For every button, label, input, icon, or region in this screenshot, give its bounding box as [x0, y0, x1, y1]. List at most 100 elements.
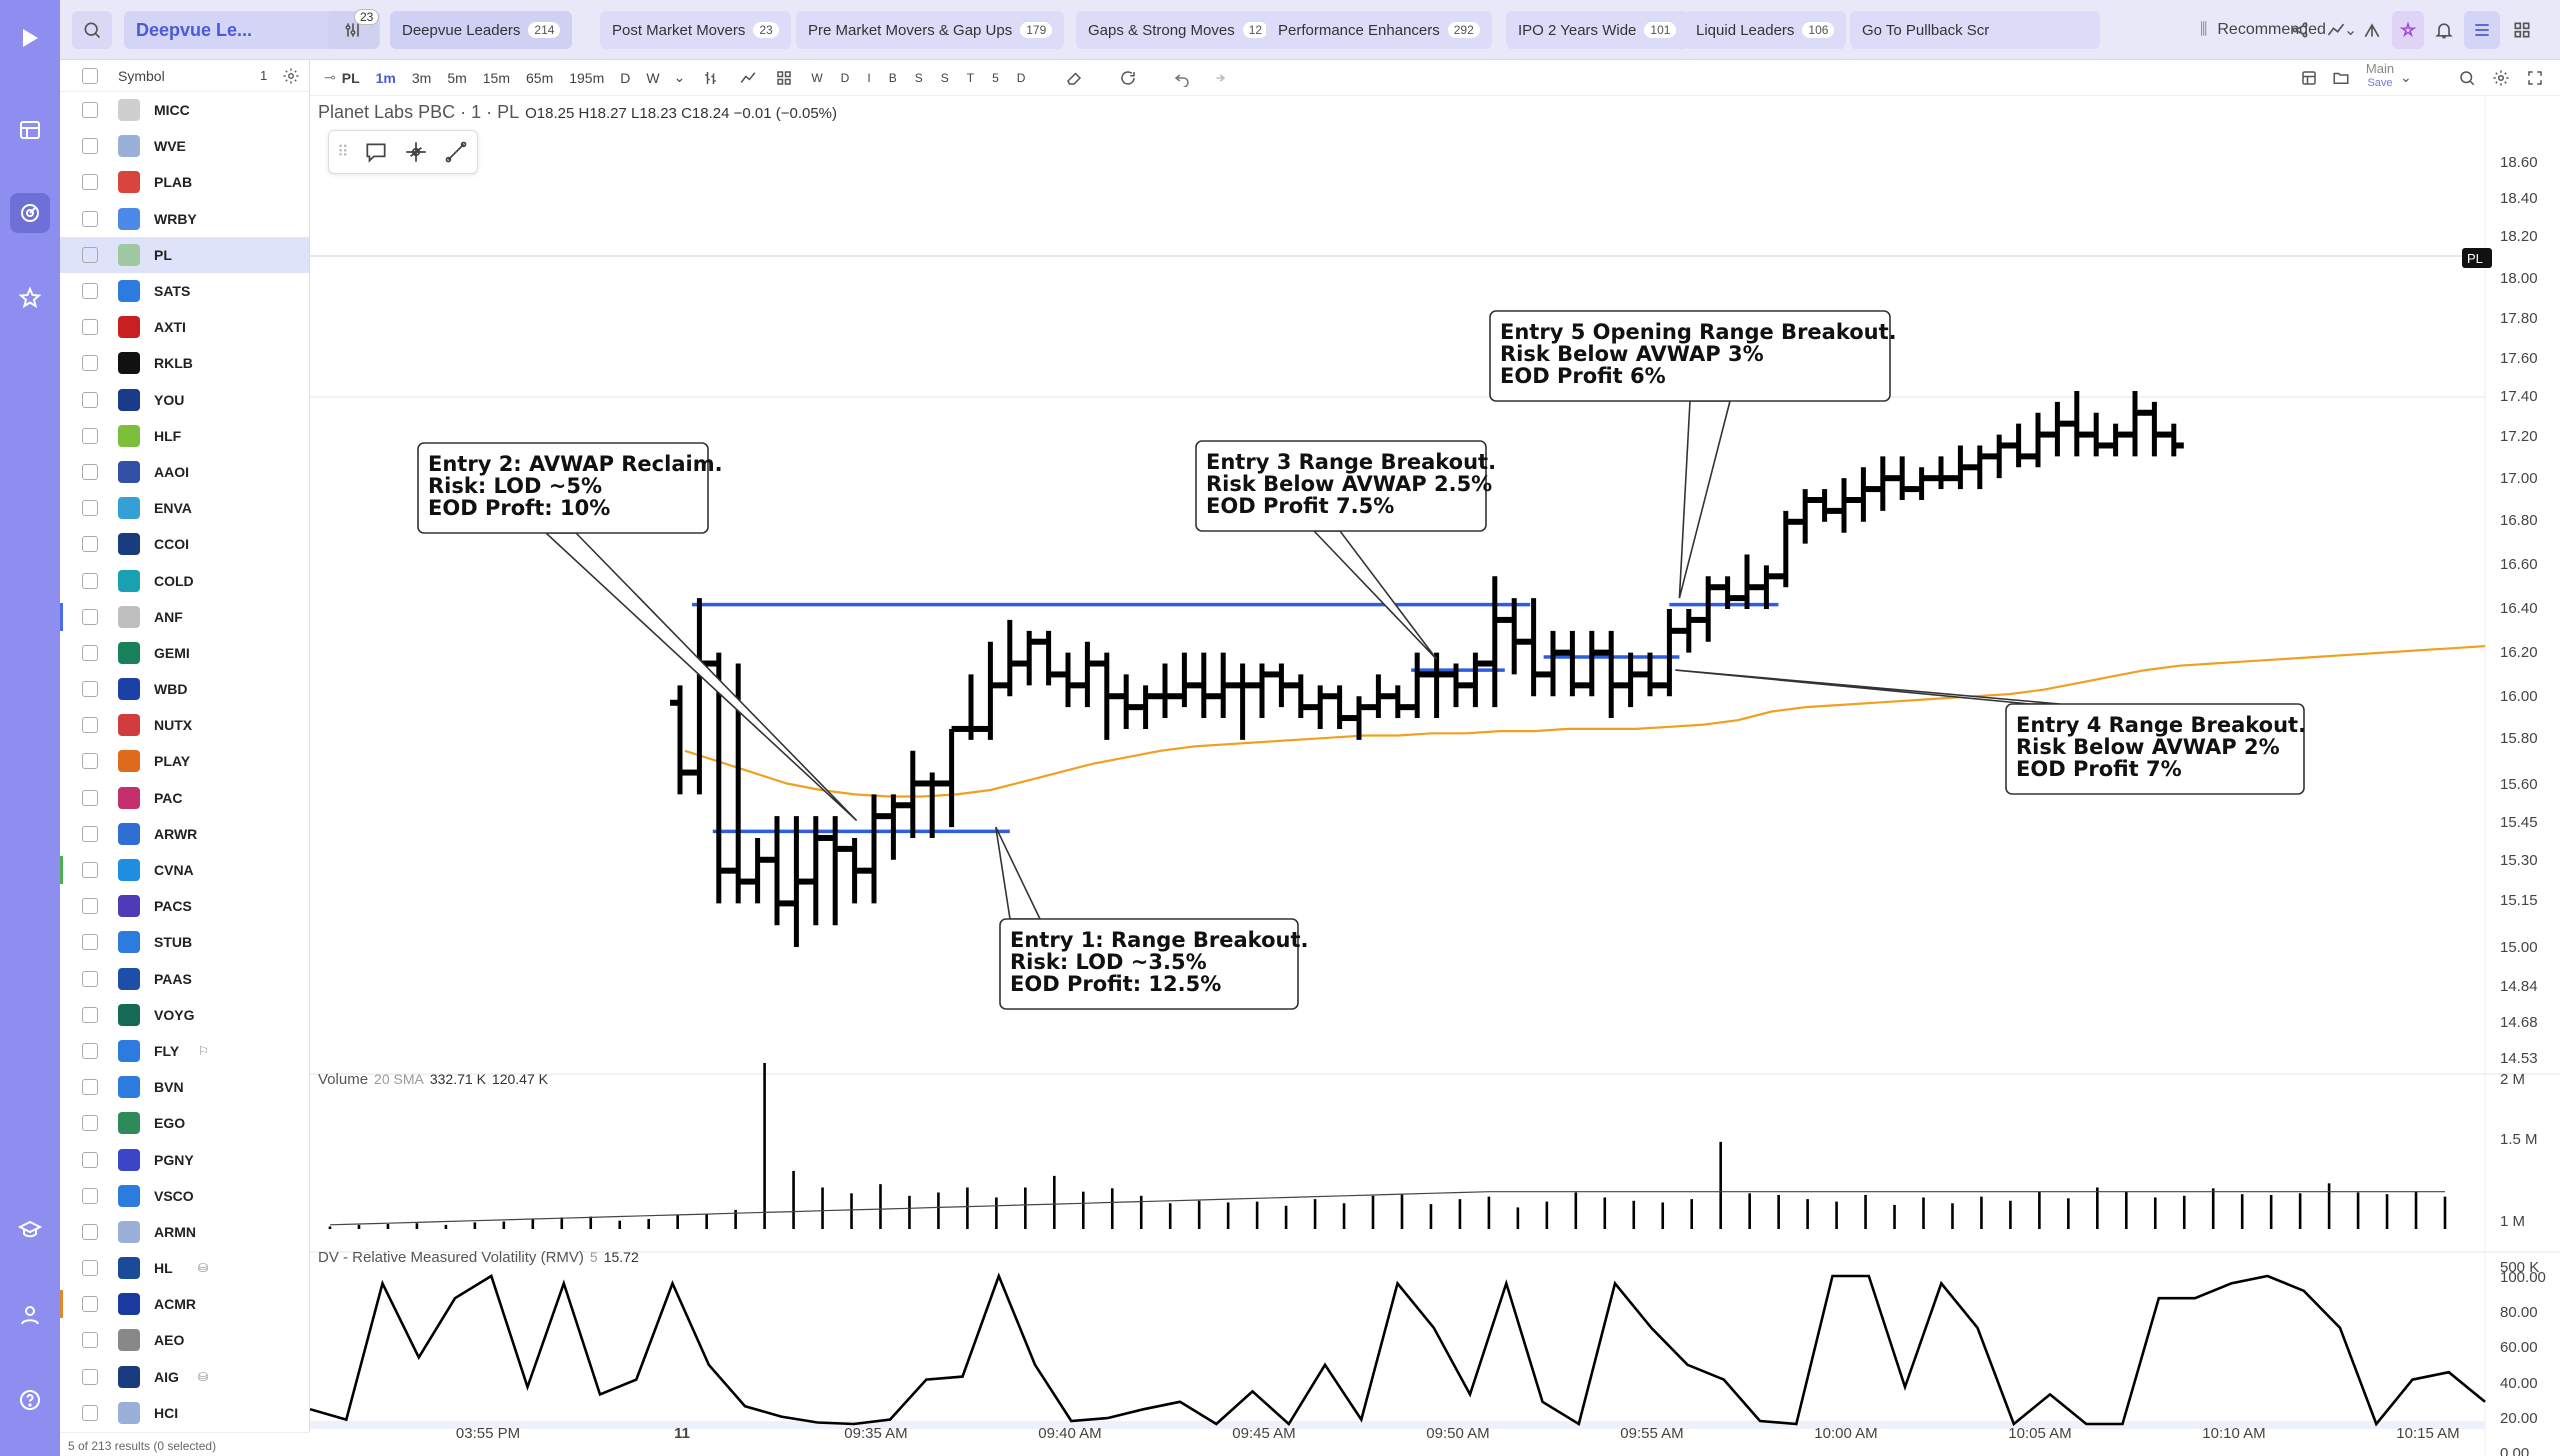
list-item-cold[interactable]: COLD	[60, 562, 309, 598]
timeframe-195m[interactable]: 195m	[569, 69, 605, 86]
chevron-down-icon[interactable]: ⌄	[2400, 69, 2412, 85]
list-item-aaoi[interactable]: AAOI	[60, 454, 309, 490]
redo-icon[interactable]	[1209, 69, 1227, 87]
list-item-plab[interactable]: PLAB	[60, 164, 309, 200]
list-item-armn[interactable]: ARMN	[60, 1214, 309, 1250]
list-item-wve[interactable]: WVE	[60, 128, 309, 164]
tab-ipo-2-years-wide[interactable]: IPO 2 Years Wide 101	[1506, 11, 1689, 49]
refresh-icon[interactable]	[1119, 69, 1137, 87]
list-item-ccoi[interactable]: CCOI	[60, 526, 309, 562]
list-item-ego[interactable]: EGO	[60, 1105, 309, 1141]
filter-toggle-2[interactable]: I	[867, 70, 871, 85]
list-item-pacs[interactable]: PACS	[60, 888, 309, 924]
row-checkbox[interactable]	[82, 1223, 98, 1240]
undo-icon[interactable]	[1173, 69, 1191, 87]
gear-icon[interactable]	[2492, 69, 2510, 87]
timeframe-d[interactable]: D	[620, 69, 631, 86]
list-item-enva[interactable]: ENVA	[60, 490, 309, 526]
timeframe-3m[interactable]: 3m	[411, 69, 432, 86]
row-checkbox[interactable]	[82, 1115, 98, 1132]
row-checkbox[interactable]	[82, 753, 98, 770]
indicators-icon[interactable]	[739, 69, 757, 87]
sort-select[interactable]: ⫼ Recommended ⌄	[2200, 21, 2358, 39]
tab-pre-market-movers[interactable]: Pre Market Movers & Gap Ups 179	[796, 11, 1065, 49]
help-icon[interactable]	[10, 1380, 50, 1420]
row-checkbox[interactable]	[82, 500, 98, 517]
row-checkbox[interactable]	[82, 572, 98, 589]
search-button[interactable]	[72, 11, 112, 49]
row-flag-icon[interactable]: ⚐	[198, 1043, 209, 1058]
row-checkbox[interactable]	[82, 427, 98, 444]
list-item-anf[interactable]: ANF	[60, 599, 309, 635]
row-checkbox[interactable]	[82, 463, 98, 480]
filter-toggle-0[interactable]: W	[811, 70, 823, 85]
grid-view-icon[interactable]	[2504, 11, 2540, 49]
row-checkbox[interactable]	[82, 174, 98, 191]
list-item-hlf[interactable]: HLF	[60, 418, 309, 454]
row-checkbox[interactable]	[82, 644, 98, 661]
timeframe-5m[interactable]: 5m	[447, 69, 467, 86]
row-checkbox[interactable]	[82, 1332, 98, 1349]
row-checkbox[interactable]	[82, 319, 98, 336]
row-checkbox[interactable]	[82, 1296, 98, 1313]
row-checkbox[interactable]	[82, 608, 98, 625]
list-item-play[interactable]: PLAY	[60, 743, 309, 779]
timeframe-65m[interactable]: 65m	[526, 69, 554, 86]
list-item-nutx[interactable]: NUTX	[60, 707, 309, 743]
select-all-checkbox[interactable]	[82, 67, 98, 84]
filter-toggle-3[interactable]: B	[888, 70, 897, 85]
education-cap-icon[interactable]	[10, 1210, 50, 1250]
row-checkbox[interactable]	[82, 210, 98, 227]
filter-toggle-8[interactable]: D	[1016, 70, 1026, 85]
list-item-aig[interactable]: AIG ⛁	[60, 1359, 309, 1395]
filter-toggle-4[interactable]: S	[914, 70, 923, 85]
zoom-search-icon[interactable]	[2458, 69, 2476, 87]
filter-toggle-5[interactable]: S	[940, 70, 949, 85]
row-checkbox[interactable]	[82, 536, 98, 553]
chevron-down-icon[interactable]: ⌄	[673, 69, 686, 85]
list-item-hci[interactable]: HCI	[60, 1395, 309, 1431]
filter-toggle-1[interactable]: D	[840, 70, 850, 85]
tab-go-to-pullback[interactable]: Go To Pullback Scr	[1850, 11, 2100, 49]
list-item-you[interactable]: YOU	[60, 382, 309, 418]
row-checkbox[interactable]	[82, 1260, 98, 1277]
list-item-bvn[interactable]: BVN	[60, 1069, 309, 1105]
row-checkbox[interactable]	[82, 1079, 98, 1096]
user-account-icon[interactable]	[10, 1295, 50, 1335]
list-item-pac[interactable]: PAC	[60, 780, 309, 816]
chart-symbol[interactable]: PL	[341, 69, 360, 86]
row-flag-icon[interactable]: ⛁	[198, 1261, 209, 1276]
row-checkbox[interactable]	[82, 1368, 98, 1385]
timeframe-15m[interactable]: 15m	[482, 69, 510, 86]
fullscreen-icon[interactable]	[2526, 69, 2544, 87]
tab-gaps-strong-moves[interactable]: Gaps & Strong Moves 12	[1076, 11, 1281, 49]
list-item-gemi[interactable]: GEMI	[60, 635, 309, 671]
eraser-icon[interactable]	[1065, 69, 1083, 87]
drag-handle-icon[interactable]: ⠿	[337, 144, 349, 161]
compare-icon[interactable]	[2356, 11, 2388, 49]
list-item-pgny[interactable]: PGNY	[60, 1141, 309, 1177]
logo-play-icon[interactable]	[10, 18, 50, 58]
row-checkbox[interactable]	[82, 246, 98, 263]
row-checkbox[interactable]	[82, 789, 98, 806]
tab-deepvue-leaders[interactable]: Deepvue Leaders 214	[390, 11, 573, 49]
list-item-arwr[interactable]: ARWR	[60, 816, 309, 852]
list-item-acmr[interactable]: ACMR	[60, 1286, 309, 1322]
row-checkbox[interactable]	[82, 862, 98, 879]
row-checkbox[interactable]	[82, 717, 98, 734]
list-view-icon[interactable]	[2464, 11, 2500, 49]
filter-toggle-7[interactable]: 5	[992, 70, 999, 85]
list-item-stub[interactable]: STUB	[60, 924, 309, 960]
list-item-hl[interactable]: HL ⛁	[60, 1250, 309, 1286]
chart-canvas[interactable]: Entry 2: AVWAP Reclaim.Risk: LOD ~5%EOD …	[310, 96, 2560, 1456]
tab-liquid-leaders[interactable]: Liquid Leaders 106	[1684, 11, 1847, 49]
charts-icon[interactable]	[10, 193, 50, 233]
row-checkbox[interactable]	[82, 391, 98, 408]
tab-performance-enhancers[interactable]: Performance Enhancers 292	[1266, 11, 1492, 49]
callout-tool-icon[interactable]	[363, 139, 389, 165]
row-checkbox[interactable]	[82, 825, 98, 842]
layout-save-button[interactable]: Main Save	[2365, 61, 2395, 90]
row-checkbox[interactable]	[82, 283, 98, 300]
list-item-voyg[interactable]: VOYG	[60, 997, 309, 1033]
templates-icon[interactable]	[775, 69, 793, 87]
